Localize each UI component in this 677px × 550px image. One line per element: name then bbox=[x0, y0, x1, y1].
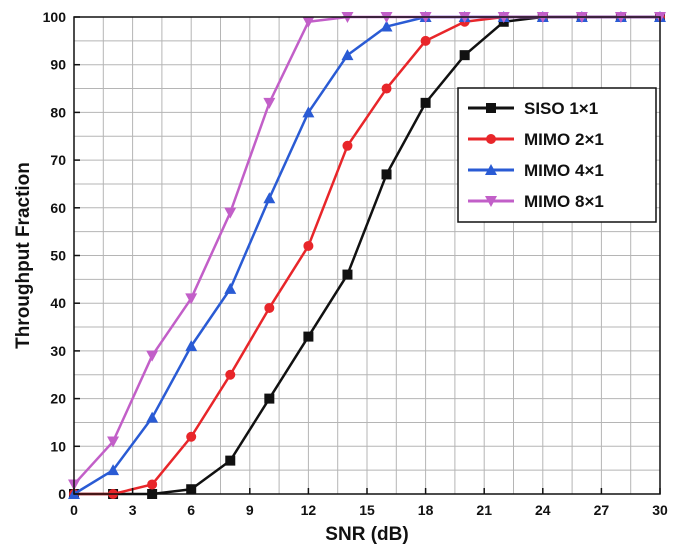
data-point bbox=[224, 282, 237, 294]
legend-label: MIMO 4×1 bbox=[524, 161, 604, 180]
data-point bbox=[225, 369, 236, 380]
data-point bbox=[107, 464, 120, 476]
legend-item: MIMO 8×1 bbox=[468, 192, 604, 211]
y-tick-label: 10 bbox=[50, 438, 66, 454]
data-point bbox=[225, 455, 236, 466]
data-point bbox=[107, 436, 120, 448]
data-point bbox=[420, 35, 431, 46]
data-point bbox=[263, 192, 276, 204]
y-tick-label: 60 bbox=[50, 200, 66, 216]
x-tick-label: 6 bbox=[187, 502, 195, 518]
y-tick-label: 30 bbox=[50, 343, 66, 359]
data-point bbox=[263, 97, 276, 109]
y-axis-label: Throughput Fraction bbox=[13, 162, 34, 349]
x-tick-label: 21 bbox=[476, 502, 492, 518]
data-point bbox=[302, 106, 315, 118]
data-point bbox=[459, 50, 470, 61]
x-tick-label: 18 bbox=[418, 502, 434, 518]
x-tick-label: 27 bbox=[594, 502, 610, 518]
x-tick-label: 9 bbox=[246, 502, 254, 518]
data-point bbox=[186, 431, 197, 442]
x-tick-label: 0 bbox=[70, 502, 78, 518]
data-point bbox=[303, 331, 314, 342]
data-point bbox=[146, 350, 159, 362]
x-tick-label: 3 bbox=[129, 502, 137, 518]
data-point bbox=[342, 140, 353, 151]
data-point bbox=[342, 269, 353, 280]
x-tick-label: 12 bbox=[301, 502, 317, 518]
data-point bbox=[381, 169, 392, 180]
data-point bbox=[486, 134, 496, 144]
data-point bbox=[264, 393, 275, 404]
legend-item: MIMO 2×1 bbox=[468, 130, 604, 149]
data-point bbox=[224, 207, 237, 219]
legend-label: SISO 1×1 bbox=[524, 99, 598, 118]
y-tick-label: 20 bbox=[50, 391, 66, 407]
data-point bbox=[146, 411, 159, 423]
data-point bbox=[380, 20, 393, 32]
y-tick-label: 70 bbox=[50, 152, 66, 168]
data-point bbox=[420, 97, 431, 108]
data-point bbox=[185, 340, 198, 352]
data-point bbox=[264, 302, 275, 313]
legend-item: MIMO 4×1 bbox=[468, 161, 604, 180]
x-tick-label: 30 bbox=[652, 502, 668, 518]
data-point bbox=[381, 83, 392, 94]
y-tick-label: 40 bbox=[50, 295, 66, 311]
legend-label: MIMO 8×1 bbox=[524, 192, 604, 211]
data-point bbox=[486, 103, 496, 113]
data-point bbox=[185, 293, 198, 305]
legend-item: SISO 1×1 bbox=[468, 99, 598, 118]
legend: SISO 1×1 MIMO 2×1 MIMO 4×1 MIMO 8×1 bbox=[457, 87, 657, 223]
y-tick-label: 0 bbox=[58, 486, 66, 502]
data-point bbox=[485, 164, 497, 175]
y-tick-label: 80 bbox=[50, 104, 66, 120]
legend-label: MIMO 2×1 bbox=[524, 130, 604, 149]
data-point bbox=[485, 196, 497, 207]
x-axis-label: SNR (dB) bbox=[325, 524, 408, 545]
data-point bbox=[302, 16, 315, 28]
y-tick-label: 100 bbox=[43, 9, 67, 25]
data-point bbox=[341, 49, 354, 61]
x-tick-label: 24 bbox=[535, 502, 551, 518]
axis-ticks: 0 3 6 9 12 15 18 21 24 27 30 0 10 20 30 40 50 60 70 80 90 100 bbox=[43, 9, 668, 518]
data-point bbox=[303, 240, 314, 251]
y-tick-label: 50 bbox=[50, 248, 66, 264]
x-tick-label: 15 bbox=[359, 502, 375, 518]
y-tick-label: 90 bbox=[50, 57, 66, 73]
data-point bbox=[147, 479, 158, 490]
